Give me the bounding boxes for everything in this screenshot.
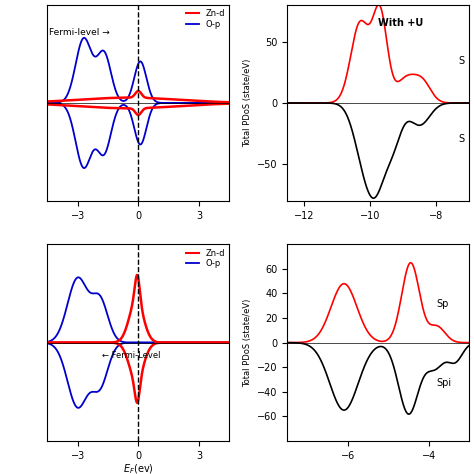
Text: Spi: Spi xyxy=(437,378,452,388)
Legend: Zn-d, O-p: Zn-d, O-p xyxy=(183,245,228,272)
X-axis label: $E_F$(ev): $E_F$(ev) xyxy=(123,462,154,474)
Legend: Zn-d, O-p: Zn-d, O-p xyxy=(183,6,228,32)
Text: ← Fermi-Level: ← Fermi-Level xyxy=(102,351,161,360)
Text: Sp: Sp xyxy=(437,299,449,309)
Text: Fermi-level →: Fermi-level → xyxy=(49,28,110,37)
Y-axis label: Total PDoS (state/eV): Total PDoS (state/eV) xyxy=(243,299,252,387)
Text: S: S xyxy=(458,55,465,66)
Y-axis label: Total PDoS (state/eV): Total PDoS (state/eV) xyxy=(243,59,252,147)
Text: With +U: With +U xyxy=(378,18,424,28)
Text: S: S xyxy=(458,134,465,144)
